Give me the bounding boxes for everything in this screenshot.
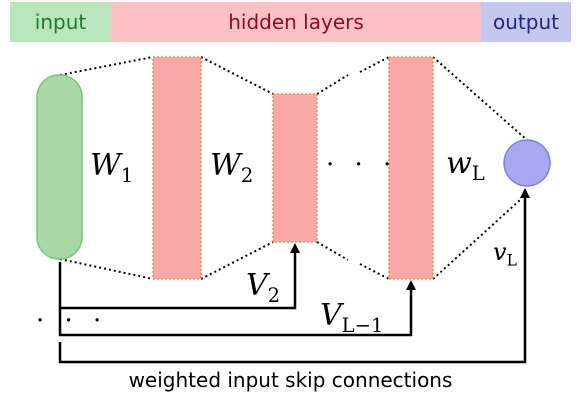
connection-line [359, 263, 390, 280]
hidden-layers-header: hidden layers [111, 2, 481, 42]
connection-line [200, 56, 274, 95]
connection-line [316, 74, 349, 95]
connection-line [432, 56, 528, 141]
weight-label-w2: W2 [210, 148, 254, 187]
weight-label-wL: wL [446, 146, 485, 185]
input-header-label: input [34, 10, 87, 34]
output-node [503, 139, 551, 187]
connection-line [59, 56, 154, 76]
skip-ellipsis: · · · [36, 306, 108, 336]
output-header: output [481, 2, 571, 42]
skip-weight-label-v2: V2 [246, 268, 281, 307]
connection-line [200, 241, 274, 280]
connection-line [359, 56, 390, 73]
connection-line [59, 258, 154, 280]
hidden-layer-last [388, 56, 434, 280]
skip-connection-to-last-layer [58, 280, 416, 337]
skip-weight-label-vL: vL [493, 238, 517, 270]
skip-connection-to-output [58, 188, 530, 364]
skip-weight-label-vLminus1: VL−1 [320, 298, 384, 337]
layers-ellipsis: · · · [326, 150, 398, 180]
skip-connection-to-layer2 [58, 243, 300, 310]
input-header: input [10, 2, 111, 42]
diagram-caption: weighted input skip connections [128, 368, 453, 392]
hidden-layer-2 [272, 93, 318, 243]
output-header-label: output [493, 10, 559, 34]
hidden-layers-header-label: hidden layers [228, 10, 364, 34]
weight-label-w1: W1 [90, 148, 134, 187]
input-node [36, 74, 83, 260]
connection-line [316, 241, 349, 261]
hidden-layer-1 [152, 56, 202, 280]
